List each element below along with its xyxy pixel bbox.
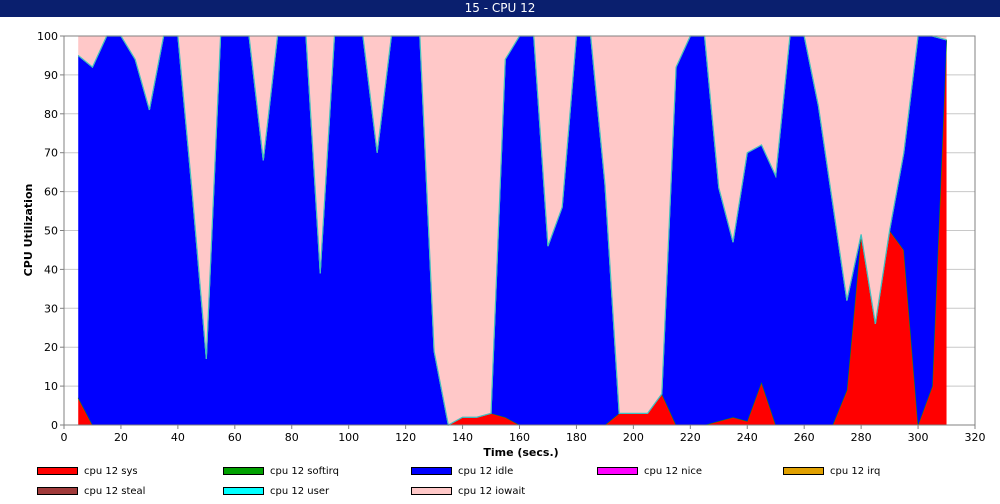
- y-tick-label: 90: [44, 69, 58, 82]
- legend-swatch: [37, 487, 78, 495]
- x-tick-label: 320: [965, 431, 986, 444]
- legend-swatch: [411, 487, 452, 495]
- area-series-cpu-12-idle: [78, 36, 947, 425]
- y-tick-label: 80: [44, 108, 58, 121]
- y-tick-label: 0: [51, 419, 58, 432]
- x-tick-label: 0: [61, 431, 68, 444]
- x-tick-label: 180: [566, 431, 587, 444]
- chart-legend: cpu 12 sys cpu 12 softirq cpu 12 idle cpu 1…: [0, 462, 1000, 504]
- legend-swatch: [223, 467, 264, 475]
- y-tick-label: 10: [44, 380, 58, 393]
- y-tick-label: 40: [44, 263, 58, 276]
- legend-item-cpu-12-iowait: cpu 12 iowait: [411, 484, 525, 498]
- legend-label: cpu 12 steal: [84, 485, 146, 497]
- legend-item-cpu-12-steal: cpu 12 steal: [37, 484, 145, 498]
- y-tick-label: 30: [44, 302, 58, 315]
- legend-swatch: [411, 467, 452, 475]
- legend-label: cpu 12 idle: [458, 465, 514, 477]
- legend-item-cpu-12-idle: cpu 12 idle: [411, 464, 513, 478]
- x-tick-label: 300: [908, 431, 929, 444]
- y-tick-label: 20: [44, 341, 58, 354]
- x-tick-label: 200: [623, 431, 644, 444]
- legend-label: cpu 12 irq: [830, 465, 881, 477]
- x-tick-label: 80: [285, 431, 299, 444]
- x-tick-label: 260: [794, 431, 815, 444]
- area-series-cpu-12-iowait: [78, 36, 947, 425]
- legend-label: cpu 12 sys: [84, 465, 138, 477]
- legend-item-cpu-12-softirq: cpu 12 softirq: [223, 464, 339, 478]
- legend-item-cpu-12-irq: cpu 12 irq: [783, 464, 880, 478]
- x-axis-label: Time (secs.): [483, 446, 558, 459]
- legend-swatch: [597, 467, 638, 475]
- x-tick-label: 160: [509, 431, 530, 444]
- legend-label: cpu 12 user: [270, 485, 330, 497]
- area-series-cpu-12-sys: [78, 39, 947, 425]
- plot-area: 0 10 20 30 40 50 60 70 80 90 100 0 20 40 60 80 100 120 140…: [37, 30, 986, 444]
- y-tick-label: 100: [37, 30, 58, 43]
- legend-label: cpu 12 softirq: [270, 465, 339, 477]
- x-tick-label: 120: [395, 431, 416, 444]
- window-title: 15 - CPU 12: [0, 0, 1000, 17]
- legend-label: cpu 12 nice: [644, 465, 703, 477]
- legend-item-cpu-12-sys: cpu 12 sys: [37, 464, 138, 478]
- legend-item-cpu-12-user: cpu 12 user: [223, 484, 329, 498]
- legend-swatch: [783, 467, 824, 475]
- legend-swatch: [37, 467, 78, 475]
- x-tick-label: 140: [452, 431, 473, 444]
- x-tick-label: 280: [851, 431, 872, 444]
- x-tick-label: 40: [171, 431, 185, 444]
- x-tick-label: 60: [228, 431, 242, 444]
- x-tick-label: 240: [737, 431, 758, 444]
- y-axis-label: CPU Utilization: [22, 184, 35, 277]
- y-tick-label: 70: [44, 147, 58, 160]
- x-tick-label: 220: [680, 431, 701, 444]
- legend-item-cpu-12-nice: cpu 12 nice: [597, 464, 702, 478]
- x-tick-label: 20: [114, 431, 128, 444]
- x-tick-label: 100: [338, 431, 359, 444]
- cpu-utilization-chart: 0 10 20 30 40 50 60 70 80 90 100 0 20 40 60 80 100 120 140…: [22, 30, 986, 459]
- y-tick-label: 60: [44, 186, 58, 199]
- legend-swatch: [223, 487, 264, 495]
- y-tick-label: 50: [44, 225, 58, 238]
- legend-label: cpu 12 iowait: [458, 485, 526, 497]
